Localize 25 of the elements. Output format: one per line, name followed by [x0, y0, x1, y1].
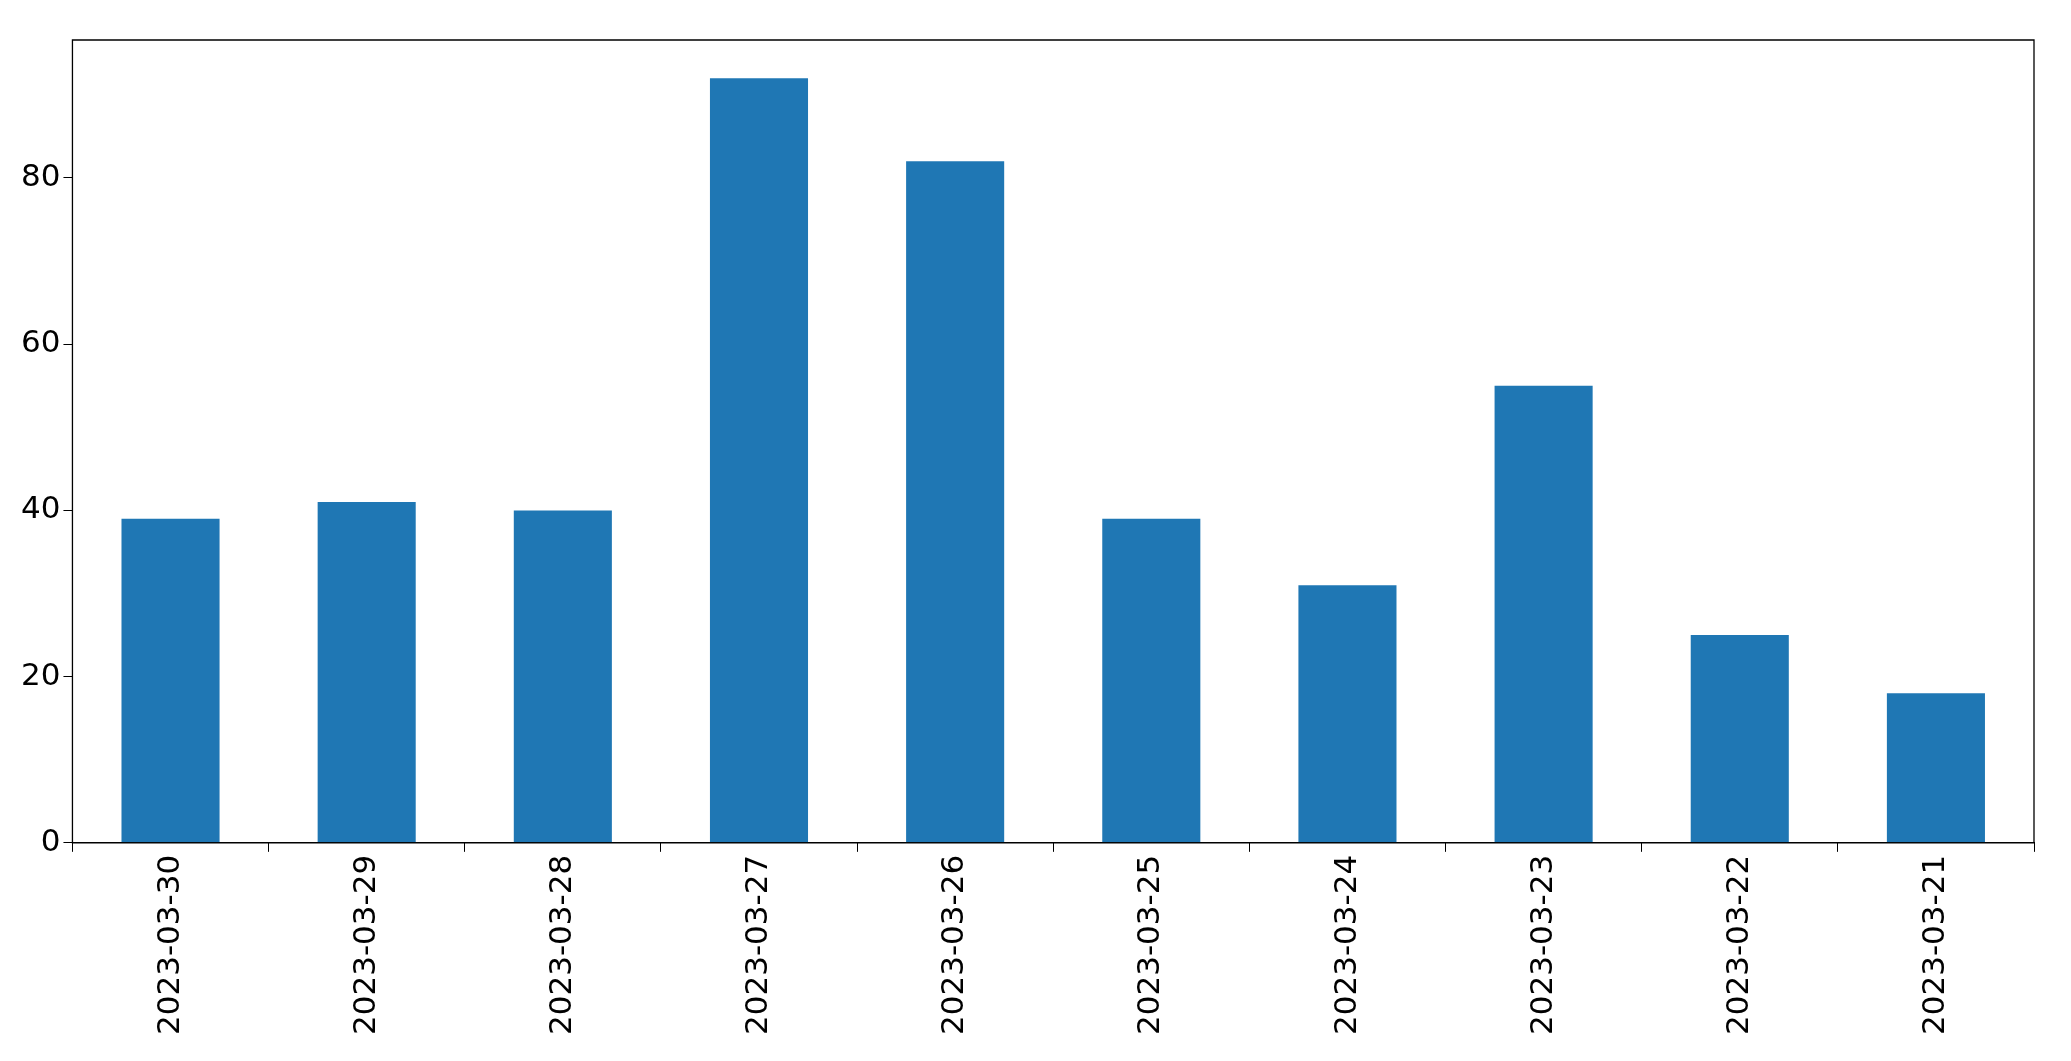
bar	[121, 518, 220, 843]
bar	[906, 161, 1005, 843]
x-tick-label: 2023-03-29	[345, 854, 382, 1036]
x-tick-label: 2023-03-21	[1914, 854, 1951, 1036]
x-tick-label: 2023-03-27	[738, 854, 775, 1036]
x-tick-label: 2023-03-24	[1326, 854, 1363, 1036]
y-tick-label: 60	[20, 323, 61, 360]
bar	[1690, 635, 1789, 843]
bar	[317, 502, 416, 843]
x-tick-label: 2023-03-25	[1130, 854, 1167, 1036]
bar	[513, 510, 612, 843]
bar	[1494, 385, 1593, 843]
y-tick-label: 80	[20, 157, 61, 194]
x-tick-label: 2023-03-30	[149, 854, 186, 1036]
bar	[1298, 585, 1397, 843]
y-tick-label: 20	[20, 655, 61, 692]
x-tick-label: 2023-03-26	[934, 854, 971, 1036]
x-tick-label: 2023-03-23	[1522, 854, 1559, 1036]
y-tick-label: 40	[20, 489, 61, 526]
bar	[709, 78, 809, 843]
bar	[1886, 693, 1985, 843]
bar	[1102, 518, 1201, 843]
y-tick-label: 0	[40, 821, 61, 858]
x-tick-label: 2023-03-28	[541, 854, 578, 1036]
x-tick-label: 2023-03-22	[1718, 854, 1755, 1036]
